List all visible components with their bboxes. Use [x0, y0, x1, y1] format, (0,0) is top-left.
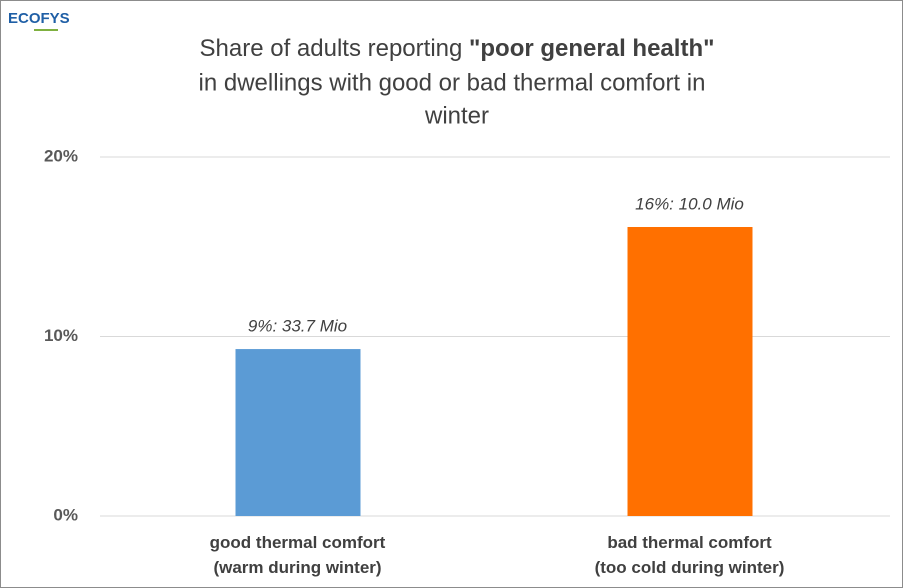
y-tick-label: 20% — [44, 146, 78, 165]
bar — [627, 227, 753, 516]
x-tick-line: (too cold during winter) — [595, 558, 785, 577]
x-tick-line: good thermal comfort — [210, 533, 386, 552]
x-tick-label: bad thermal comfort (too cold during wint… — [595, 533, 785, 577]
chart-title: winter — [424, 102, 489, 129]
logo: ECOFYS — [8, 10, 70, 27]
title-part: Share of adults reporting — [200, 35, 463, 62]
bar — [235, 349, 361, 516]
data-label: 16%: 10.0 Mio — [635, 194, 744, 213]
chart-title: in dwellings with good or bad thermal co… — [199, 69, 706, 96]
title-part: "poor general health" — [469, 35, 714, 62]
y-tick-label: 0% — [53, 505, 78, 524]
y-tick-label: 10% — [44, 326, 78, 345]
x-tick-label: good thermal comfort (warm during winter) — [210, 533, 386, 577]
x-tick-line: bad thermal comfort — [607, 533, 772, 552]
data-label: 9%: 33.7 Mio — [248, 317, 347, 336]
x-tick-line: (warm during winter) — [213, 558, 381, 577]
chart-title: Share of adults reporting "poor general … — [200, 35, 715, 62]
